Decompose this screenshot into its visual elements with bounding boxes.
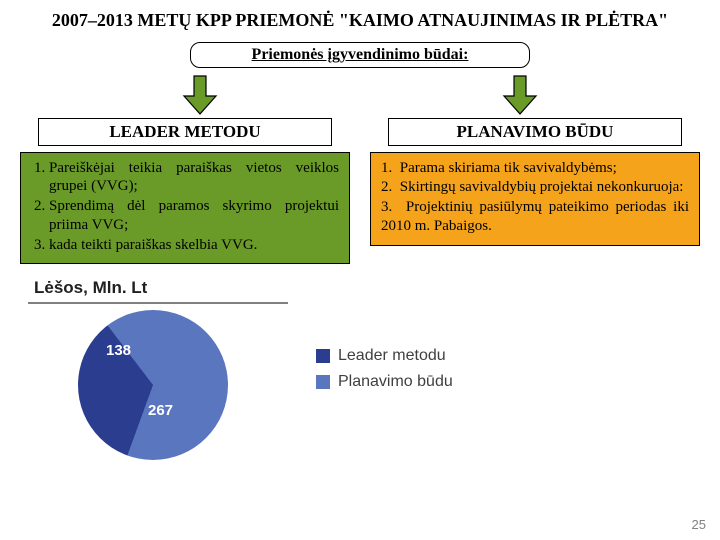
chart-area: Lėšos, Mln. Lt 138 267 Leader metodu Pla… — [28, 278, 692, 460]
page-title: 2007–2013 METŲ KPP PRIEMONĖ "KAIMO ATNAU… — [0, 0, 720, 38]
right-heading: PLANAVIMO BŪDU — [388, 118, 682, 146]
list-item: kada teikti paraiškas skelbia VVG. — [49, 236, 339, 255]
legend-swatch — [316, 349, 330, 363]
arrow-down-icon — [500, 74, 540, 116]
chart-rule — [28, 302, 288, 304]
pie-slice-label: 267 — [148, 402, 173, 419]
right-column: PLANAVIMO BŪDU 1. Parama skiriama tik sa… — [370, 118, 700, 265]
legend-item: Leader metodu — [316, 347, 453, 365]
left-heading: LEADER METODU — [38, 118, 332, 146]
page-number: 25 — [692, 517, 706, 532]
chart-legend: Leader metodu Planavimo būdu — [316, 339, 453, 399]
arrows-row — [40, 74, 680, 116]
left-info-box: Pareiškėjai teikia paraiškas vietos veik… — [20, 152, 350, 265]
subtitle-box: Priemonės įgyvendinimo būdai: — [190, 42, 530, 68]
list-item: 1. Parama skiriama tik savivaldybėms; — [381, 159, 689, 178]
arrow-down-icon — [180, 74, 220, 116]
legend-item: Planavimo būdu — [316, 373, 453, 391]
list-item: 2. Skirtingų savivaldybių projektai neko… — [381, 178, 689, 197]
legend-swatch — [316, 375, 330, 389]
legend-label: Leader metodu — [338, 347, 446, 365]
legend-label: Planavimo būdu — [338, 373, 453, 391]
pie-slice-label: 138 — [106, 342, 131, 359]
right-info-box: 1. Parama skiriama tik savivaldybėms; 2.… — [370, 152, 700, 246]
chart-title: Lėšos, Mln. Lt — [34, 278, 288, 298]
two-columns: LEADER METODU Pareiškėjai teikia paraišk… — [20, 118, 700, 265]
list-item: 3. Projektinių pasiūlymų pateikimo perio… — [381, 198, 689, 236]
list-item: Sprendimą dėl paramos skyrimo projektui … — [49, 197, 339, 235]
pie-graphic — [78, 310, 228, 460]
list-item: Pareiškėjai teikia paraiškas vietos veik… — [49, 159, 339, 197]
left-list: Pareiškėjai teikia paraiškas vietos veik… — [49, 159, 339, 255]
pie-chart: 138 267 — [58, 310, 248, 460]
left-column: LEADER METODU Pareiškėjai teikia paraišk… — [20, 118, 350, 265]
